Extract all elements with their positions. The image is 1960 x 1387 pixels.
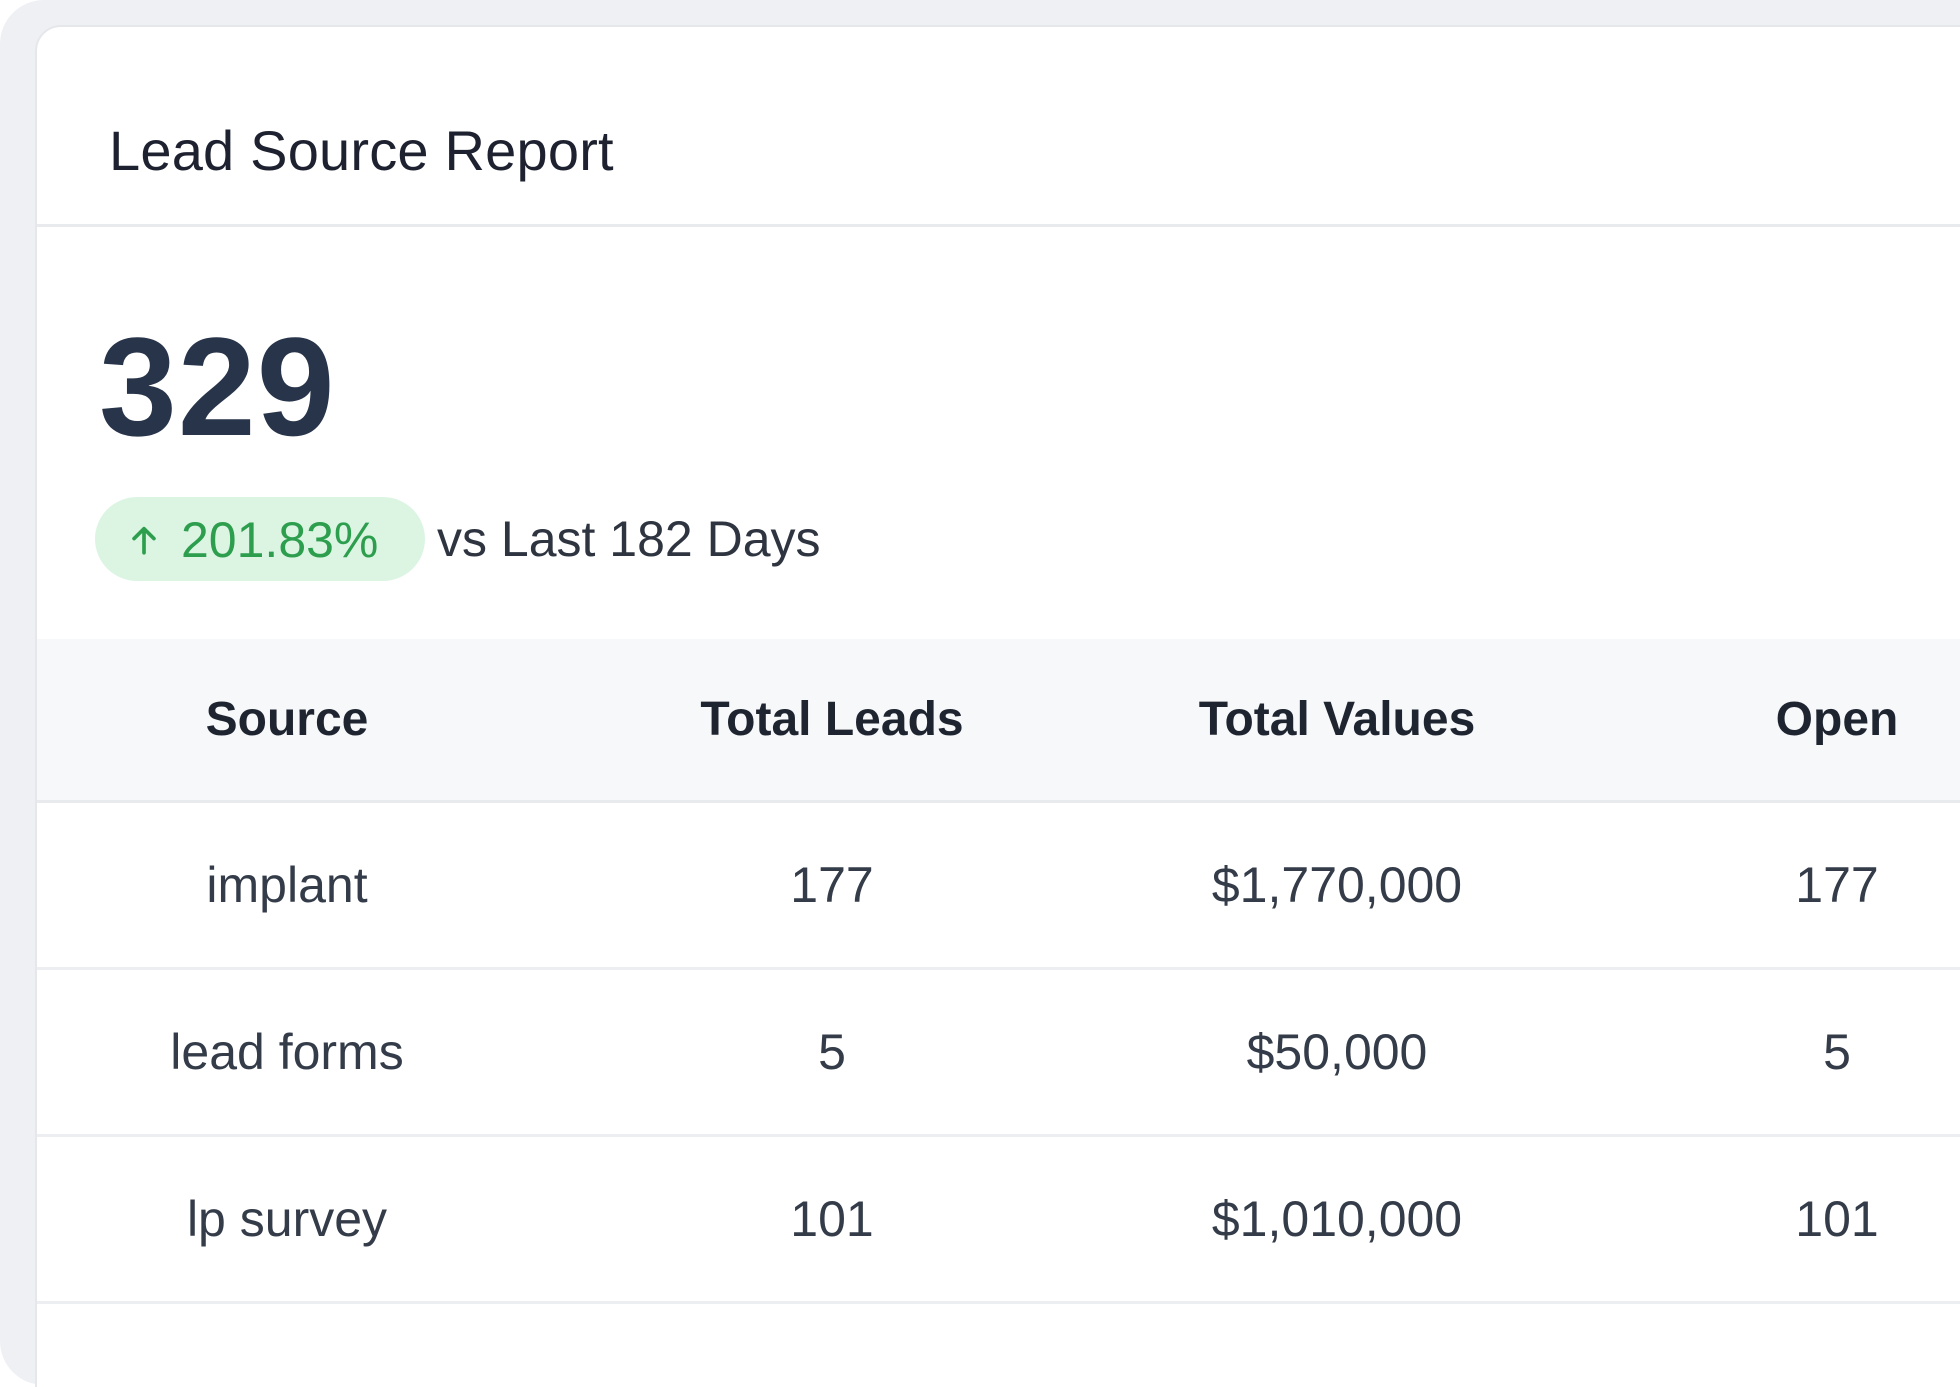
trend-comparison-label: vs Last 182 Days [437, 511, 821, 567]
cell-total-values: $1,770,000 [1211, 857, 1463, 913]
table-row[interactable]: lead forms 5 $50,000 5 [37, 970, 1960, 1137]
cell-open: 177 [1795, 857, 1879, 913]
cell-total-leads: 5 [818, 1024, 846, 1080]
cell-total-values: $1,010,000 [1211, 1191, 1463, 1247]
column-header-open[interactable]: Open [1775, 693, 1899, 746]
trend-percentage: 201.83% [181, 512, 379, 568]
cell-open: 5 [1823, 1024, 1851, 1080]
table-header-row: Source Total Leads Total Values Open [37, 639, 1960, 803]
arrow-up-icon [132, 526, 156, 555]
table-row[interactable]: lp survey 101 $1,010,000 101 [37, 1137, 1960, 1304]
card-title: Lead Source Report [109, 119, 614, 182]
card-header: Lead Source Report [37, 27, 1960, 227]
column-header-source[interactable]: Source [205, 693, 369, 746]
cell-total-values: $50,000 [1246, 1024, 1428, 1080]
cell-total-leads: 177 [790, 857, 874, 913]
cell-source: implant [206, 857, 368, 913]
lead-source-table: Source Total Leads Total Values Open imp… [37, 639, 1960, 1304]
table-row[interactable]: implant 177 $1,770,000 177 [37, 803, 1960, 970]
column-header-total-leads[interactable]: Total Leads [700, 693, 964, 746]
cell-source: lp survey [186, 1191, 388, 1247]
cell-open: 101 [1795, 1191, 1879, 1247]
lead-source-report-card: Lead Source Report 329 201.83% vs Last 1… [35, 25, 1960, 1387]
cell-source: lead forms [170, 1024, 404, 1080]
total-leads-count: 329 [99, 308, 336, 465]
trend-badge: 201.83% [95, 497, 425, 581]
column-header-total-values[interactable]: Total Values [1198, 693, 1476, 746]
cell-total-leads: 101 [790, 1191, 874, 1247]
